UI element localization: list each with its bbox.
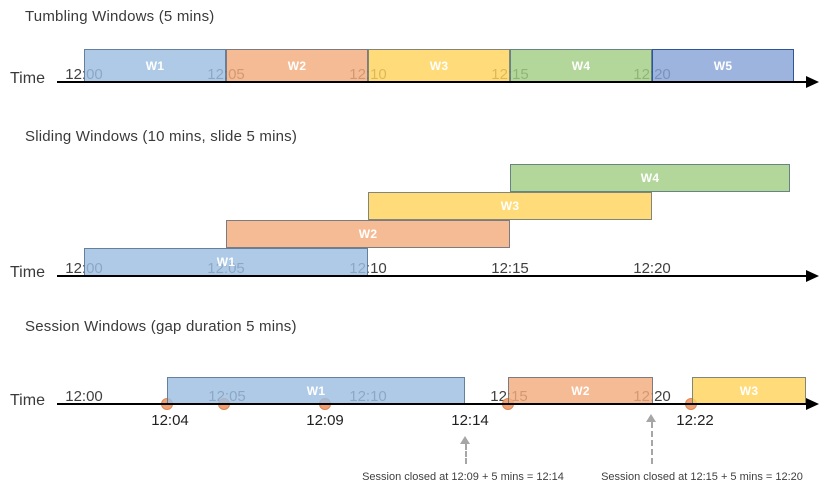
window-w2: W2 (508, 377, 653, 404)
tick-label: 12:00 (65, 388, 103, 405)
time-axis (57, 81, 806, 83)
window-w2: W2 (226, 220, 510, 248)
window-w4: W4 (510, 49, 652, 82)
window-w3: W3 (692, 377, 806, 404)
annotation-arrow (465, 444, 467, 464)
axis-arrowhead-icon (806, 398, 819, 410)
window-w1: W1 (167, 377, 465, 404)
window-label: W1 (306, 383, 326, 398)
section-title-session: Session Windows (gap duration 5 mins) (25, 318, 297, 335)
axis-arrowhead-icon (806, 76, 819, 88)
window-label: W2 (571, 383, 590, 398)
time-axis-label: Time (10, 70, 45, 87)
annotation-text: Session closed at 12:15 + 5 mins = 12:20 (601, 471, 803, 483)
window-label: W1 (145, 58, 165, 73)
window-w5: W5 (652, 49, 794, 82)
section-title-tumbling: Tumbling Windows (5 mins) (25, 8, 215, 25)
window-w1: W1 (84, 248, 368, 276)
window-w4: W4 (510, 164, 790, 192)
annotation-arrow (651, 422, 653, 464)
event-time-label: 12:22 (676, 412, 714, 429)
time-axis-label: Time (10, 392, 45, 409)
time-axis (57, 275, 806, 277)
annotation-arrowhead-icon (460, 436, 470, 444)
window-label: W1 (216, 255, 236, 269)
tick-label: 12:15 (491, 260, 529, 277)
window-label: W4 (571, 58, 591, 73)
window-w2: W2 (226, 49, 368, 82)
window-w1: W1 (84, 49, 226, 82)
window-label: W2 (287, 58, 307, 73)
window-label: W3 (429, 58, 449, 73)
window-w3: W3 (368, 192, 652, 220)
event-time-label: 12:09 (306, 412, 344, 429)
tick-label: 12:20 (633, 260, 671, 277)
time-axis-label: Time (10, 264, 45, 281)
window-label: W5 (713, 58, 733, 73)
window-label: W2 (358, 227, 378, 241)
annotation-text: Session closed at 12:09 + 5 mins = 12:14 (362, 471, 564, 483)
section-title-sliding: Sliding Windows (10 mins, slide 5 mins) (25, 128, 298, 145)
event-time-label: 12:04 (151, 412, 189, 429)
time-axis (57, 403, 806, 405)
event-time-label: 12:14 (451, 412, 489, 429)
window-label: W3 (739, 383, 759, 398)
window-w3: W3 (368, 49, 510, 82)
window-label: W3 (500, 199, 520, 213)
window-label: W4 (640, 171, 660, 185)
axis-arrowhead-icon (806, 270, 819, 282)
annotation-arrowhead-icon (646, 414, 656, 422)
